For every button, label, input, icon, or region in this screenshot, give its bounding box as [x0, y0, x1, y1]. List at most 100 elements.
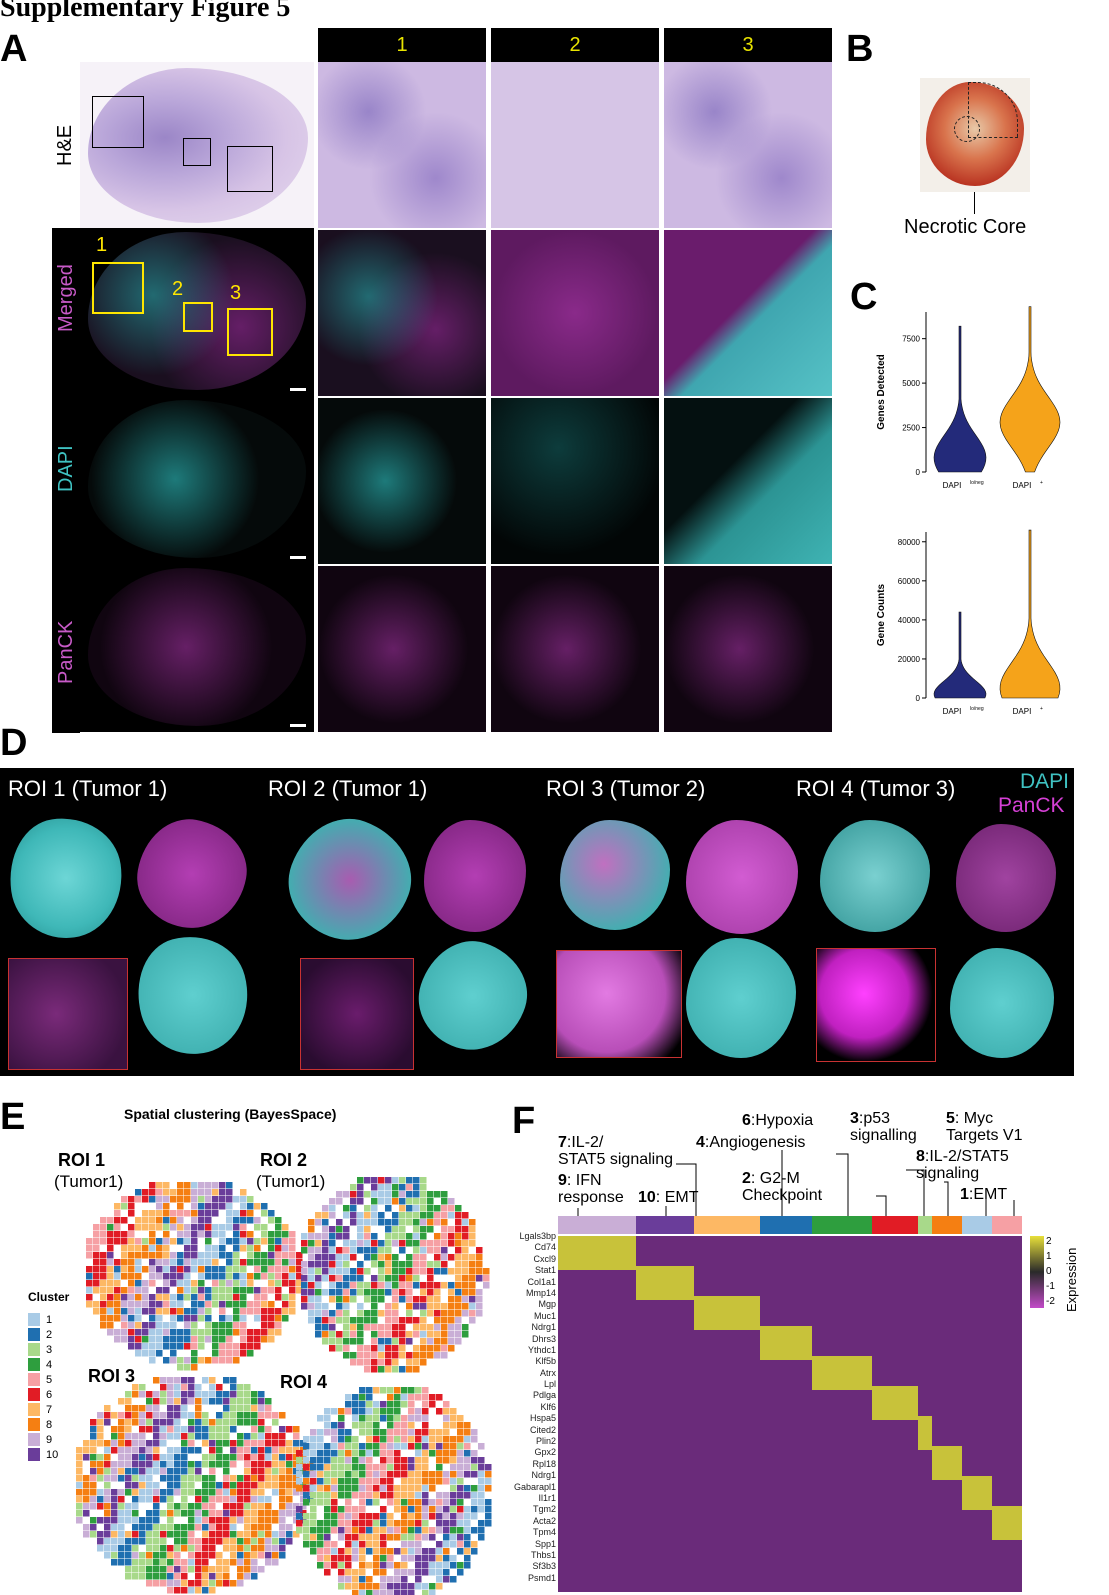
- cluster-spot: [212, 1329, 219, 1336]
- cluster-spot: [310, 1506, 317, 1513]
- cluster-spot: [394, 1583, 401, 1590]
- cluster-spot: [303, 1520, 310, 1527]
- cluster-spot: [310, 1527, 317, 1534]
- cluster-spot: [251, 1412, 258, 1419]
- cluster-spot: [420, 1254, 427, 1261]
- cluster-spot: [324, 1506, 331, 1513]
- cluster-spot: [107, 1301, 114, 1308]
- cluster-spot: [139, 1559, 146, 1566]
- cluster-spot: [191, 1322, 198, 1329]
- cluster-spot: [128, 1259, 135, 1266]
- cluster-spot: [359, 1562, 366, 1569]
- cluster-spot: [441, 1345, 448, 1352]
- cluster-spot: [174, 1524, 181, 1531]
- cluster-spot: [100, 1252, 107, 1259]
- cluster-spot: [240, 1315, 247, 1322]
- cluster-spot: [265, 1503, 272, 1510]
- cluster-spot: [233, 1231, 240, 1238]
- cluster-spot: [163, 1329, 170, 1336]
- cluster-spot: [366, 1583, 373, 1590]
- cluster-spot: [471, 1450, 478, 1457]
- cluster-spot: [219, 1350, 226, 1357]
- cluster-spot: [205, 1182, 212, 1189]
- cluster-spot: [357, 1177, 364, 1184]
- cluster-spot: [209, 1426, 216, 1433]
- cluster-spot: [149, 1224, 156, 1231]
- cluster-spot: [251, 1440, 258, 1447]
- cluster-spot: [184, 1182, 191, 1189]
- cluster-spot: [230, 1419, 237, 1426]
- cluster-spot: [251, 1426, 258, 1433]
- cluster-spot: [272, 1461, 279, 1468]
- cluster-spot: [448, 1324, 455, 1331]
- cluster-legend-label: 4: [46, 1358, 53, 1371]
- cluster-spot: [97, 1412, 104, 1419]
- cluster-spot: [128, 1196, 135, 1203]
- cluster-spot: [422, 1436, 429, 1443]
- cluster-spot: [226, 1301, 233, 1308]
- expression-tick: 1: [1046, 1251, 1052, 1262]
- cluster-spot: [373, 1583, 380, 1590]
- cluster-spot: [436, 1429, 443, 1436]
- cluster-spot: [156, 1238, 163, 1245]
- cluster-spot: [420, 1331, 427, 1338]
- cluster-spot: [156, 1350, 163, 1357]
- cluster-spot: [464, 1429, 471, 1436]
- cluster-spot: [366, 1415, 373, 1422]
- cluster-spot: [114, 1315, 121, 1322]
- cluster-spot: [223, 1398, 230, 1405]
- cluster-spot: [261, 1231, 268, 1238]
- cluster-spot: [350, 1247, 357, 1254]
- cluster-spot: [296, 1280, 303, 1287]
- pathway-6: 6:Hypoxia: [742, 1112, 814, 1129]
- cluster-spot: [275, 1238, 282, 1245]
- cluster-spot: [125, 1559, 132, 1566]
- cluster-spot: [167, 1552, 174, 1559]
- cluster-spot: [457, 1464, 464, 1471]
- cluster-spot: [188, 1447, 195, 1454]
- cluster-spot: [413, 1219, 420, 1226]
- cluster-spot: [406, 1289, 413, 1296]
- cluster-spot: [315, 1233, 322, 1240]
- cluster-spot: [163, 1252, 170, 1259]
- cluster-spot: [188, 1377, 195, 1384]
- cluster-spot: [308, 1303, 315, 1310]
- cluster-spot: [188, 1426, 195, 1433]
- cluster-spot: [464, 1541, 471, 1548]
- cluster-spot: [216, 1552, 223, 1559]
- cluster-spot: [153, 1440, 160, 1447]
- cluster-spot: [97, 1454, 104, 1461]
- cluster-spot: [265, 1496, 272, 1503]
- cluster-spot: [125, 1419, 132, 1426]
- cluster-spot: [216, 1538, 223, 1545]
- cluster-spot: [455, 1240, 462, 1247]
- cluster-spot: [195, 1475, 202, 1482]
- cluster-spot: [272, 1475, 279, 1482]
- cluster-spot: [364, 1345, 371, 1352]
- cluster-spot: [448, 1240, 455, 1247]
- cluster-spot: [195, 1391, 202, 1398]
- panel-label-f: F: [512, 1100, 536, 1142]
- cluster-spot: [378, 1366, 385, 1373]
- cluster-spot: [476, 1296, 483, 1303]
- cluster-spot: [373, 1527, 380, 1534]
- cluster-spot: [90, 1475, 97, 1482]
- cluster-spot: [244, 1524, 251, 1531]
- cluster-spot: [135, 1224, 142, 1231]
- cluster-spot: [170, 1315, 177, 1322]
- cluster-spot: [93, 1308, 100, 1315]
- cluster-spot: [350, 1331, 357, 1338]
- cluster-spot: [448, 1205, 455, 1212]
- cluster-spot: [170, 1266, 177, 1273]
- cluster-spot: [371, 1324, 378, 1331]
- cluster-spot: [371, 1282, 378, 1289]
- violin-category-superscript: lo/neg: [970, 706, 984, 712]
- cluster-spot: [450, 1492, 457, 1499]
- cluster-swatch: [28, 1313, 40, 1326]
- cluster-spot: [111, 1412, 118, 1419]
- cluster-spot: [128, 1315, 135, 1322]
- cluster-spot: [338, 1534, 345, 1541]
- cluster-spot: [441, 1212, 448, 1219]
- cluster-spot: [443, 1555, 450, 1562]
- cluster-spot: [265, 1447, 272, 1454]
